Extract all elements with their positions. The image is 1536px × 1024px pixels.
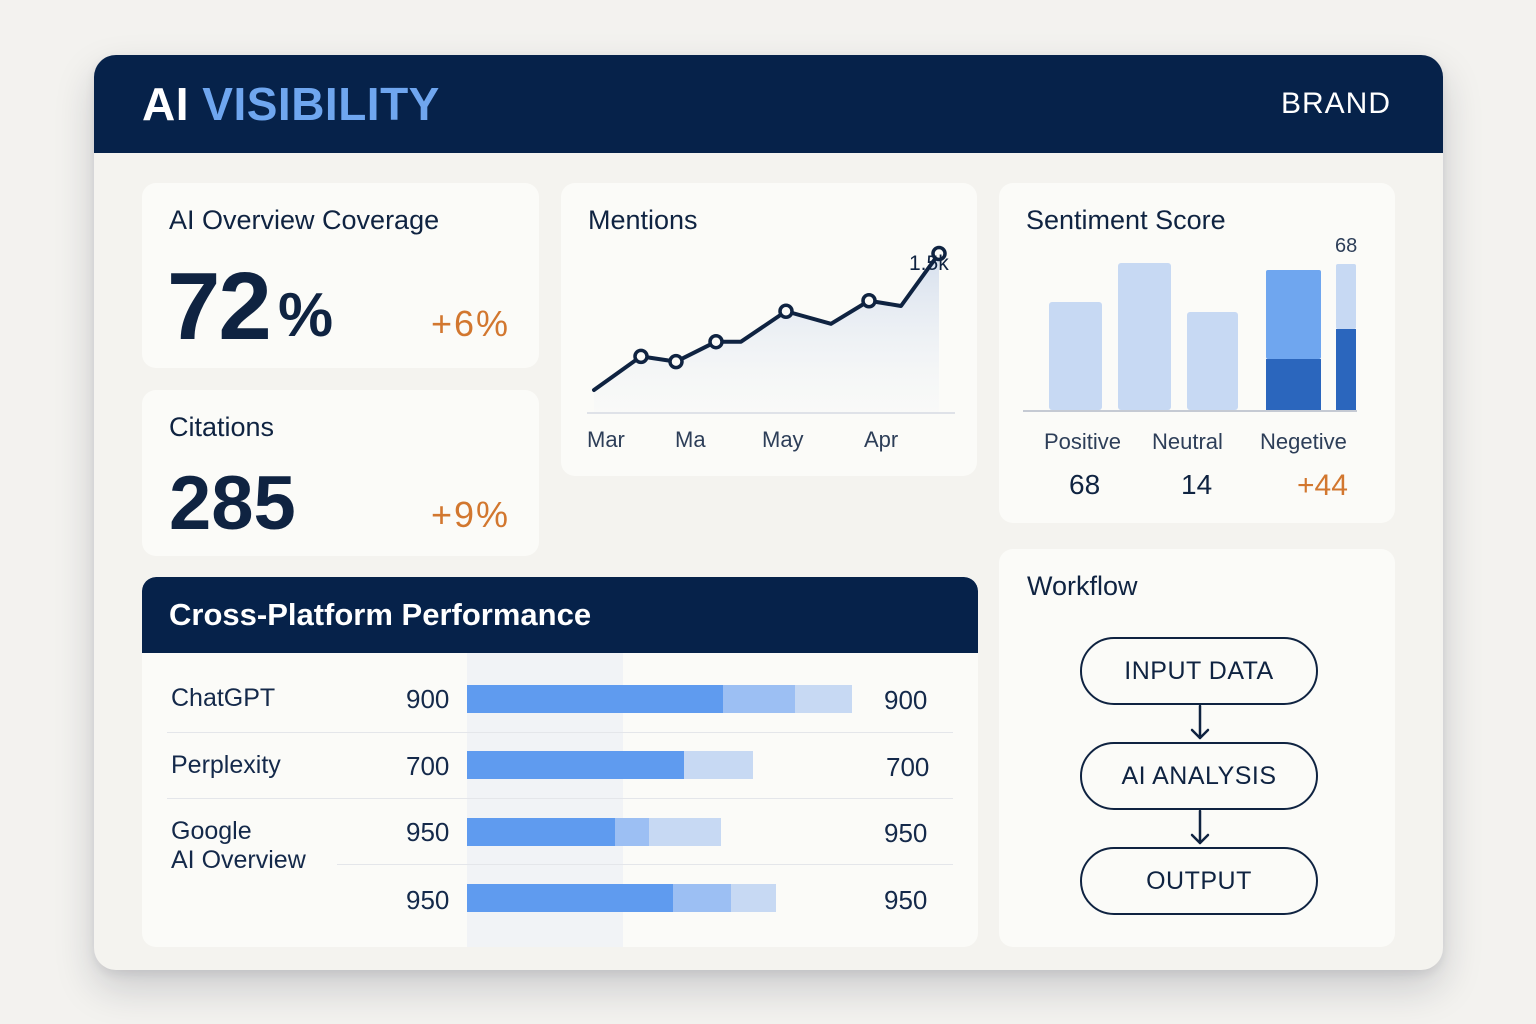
cross-platform-card: Cross-Platform Performance ChatGPT 900 9… <box>142 577 978 947</box>
logo-highlight: VISIBILITY <box>202 78 440 130</box>
arrow-down-icon <box>1190 704 1210 740</box>
x-tick-label: May <box>762 427 804 452</box>
platform-right-value: 700 <box>886 752 930 782</box>
sentiment-bar-extra-top <box>1336 264 1356 329</box>
x-tick-label: Apr <box>864 427 899 452</box>
app-logo[interactable]: AI VISIBILITY <box>142 77 440 131</box>
platform-left-value: 700 <box>406 751 450 781</box>
mentions-card: Mentions 1.5k Mar Ma May Apr <box>561 183 977 476</box>
sentiment-bar-extra-bottom <box>1336 329 1356 410</box>
workflow-step-analysis[interactable]: AI ANALYSIS <box>1080 742 1318 810</box>
mentions-point <box>633 348 649 365</box>
sentiment-bar-negative-bottom <box>1266 359 1321 410</box>
sentiment-bar-neutral <box>1187 312 1238 410</box>
platform-name: ChatGPT <box>171 684 276 712</box>
platform-left-value: 950 <box>406 817 450 847</box>
logo-prefix: AI <box>142 78 189 130</box>
mentions-point <box>668 353 684 370</box>
platform-left-value: 900 <box>406 684 450 714</box>
platform-name: Google <box>171 817 252 845</box>
platform-right-value: 950 <box>884 885 928 915</box>
coverage-unit: % <box>278 281 334 350</box>
x-tick-label: Mar <box>587 427 625 452</box>
platform-right-value: 950 <box>884 818 928 848</box>
coverage-value: 72 <box>167 253 272 360</box>
sentiment-label-negative: Negetive <box>1260 429 1347 454</box>
mentions-line <box>592 251 941 392</box>
bar-primary <box>467 685 723 713</box>
mentions-area <box>594 253 939 413</box>
arrow-down-icon <box>1190 809 1210 845</box>
dashboard-frame: AI VISIBILITY BRAND AI Overview Coverage… <box>94 55 1443 970</box>
sentiment-bar-positive <box>1049 302 1102 410</box>
bar-primary <box>467 818 615 846</box>
mentions-point <box>861 293 877 309</box>
sentiment-label-positive: Positive <box>1044 429 1122 454</box>
coverage-card: AI Overview Coverage 72 % +6% <box>142 183 539 368</box>
sentiment-value-positive: 68 <box>1069 469 1101 500</box>
mentions-chart: 1.5k <box>587 245 955 414</box>
workflow-card: Workflow INPUT DATA AI ANALYSIS OUTPUT <box>999 549 1395 947</box>
sentiment-card: Sentiment Score 68 Positive Neutral Nege… <box>999 183 1395 523</box>
coverage-title: AI Overview Coverage <box>169 205 440 235</box>
citations-value: 285 <box>169 461 296 546</box>
row-separator <box>337 864 953 865</box>
sentiment-bar-positive-2 <box>1118 263 1171 410</box>
workflow-step-output[interactable]: OUTPUT <box>1080 847 1318 915</box>
citations-title: Citations <box>169 412 275 442</box>
platform-name-line2: AI Overview <box>171 846 306 874</box>
sentiment-title: Sentiment Score <box>1026 205 1226 235</box>
workflow-step-input[interactable]: INPUT DATA <box>1080 637 1318 705</box>
platform-left-value: 950 <box>406 885 450 915</box>
coverage-delta: +6% <box>431 303 511 344</box>
bar-primary <box>467 884 673 912</box>
cross-platform-title: Cross-Platform Performance <box>169 597 592 632</box>
sentiment-top-label: 68 <box>1335 235 1358 257</box>
citations-delta: +9% <box>431 494 511 535</box>
cross-platform-header: Cross-Platform Performance <box>142 577 978 653</box>
bar-primary <box>467 751 684 779</box>
sentiment-label-neutral: Neutral <box>1152 429 1223 454</box>
top-bar: AI VISIBILITY BRAND <box>94 55 1443 153</box>
sentiment-value-negative: +44 <box>1297 469 1348 502</box>
platform-right-value: 900 <box>884 685 928 715</box>
mentions-point <box>931 245 947 262</box>
sentiment-value-neutral: 14 <box>1181 469 1213 500</box>
mentions-point <box>708 333 724 350</box>
x-tick-label: Ma <box>675 427 706 452</box>
row-separator <box>167 732 953 733</box>
citations-card: Citations 285 +9% <box>142 390 539 556</box>
mentions-title: Mentions <box>588 205 698 235</box>
platform-name: Perplexity <box>171 751 281 779</box>
mentions-peak-label: 1.5k <box>909 252 949 275</box>
workflow-title: Workflow <box>1027 571 1138 601</box>
mentions-point <box>778 303 794 319</box>
brand-selector[interactable]: BRAND <box>1280 87 1391 120</box>
sentiment-bar-negative-top <box>1266 270 1321 359</box>
row-separator <box>167 798 953 799</box>
sentiment-chart <box>1023 263 1357 412</box>
